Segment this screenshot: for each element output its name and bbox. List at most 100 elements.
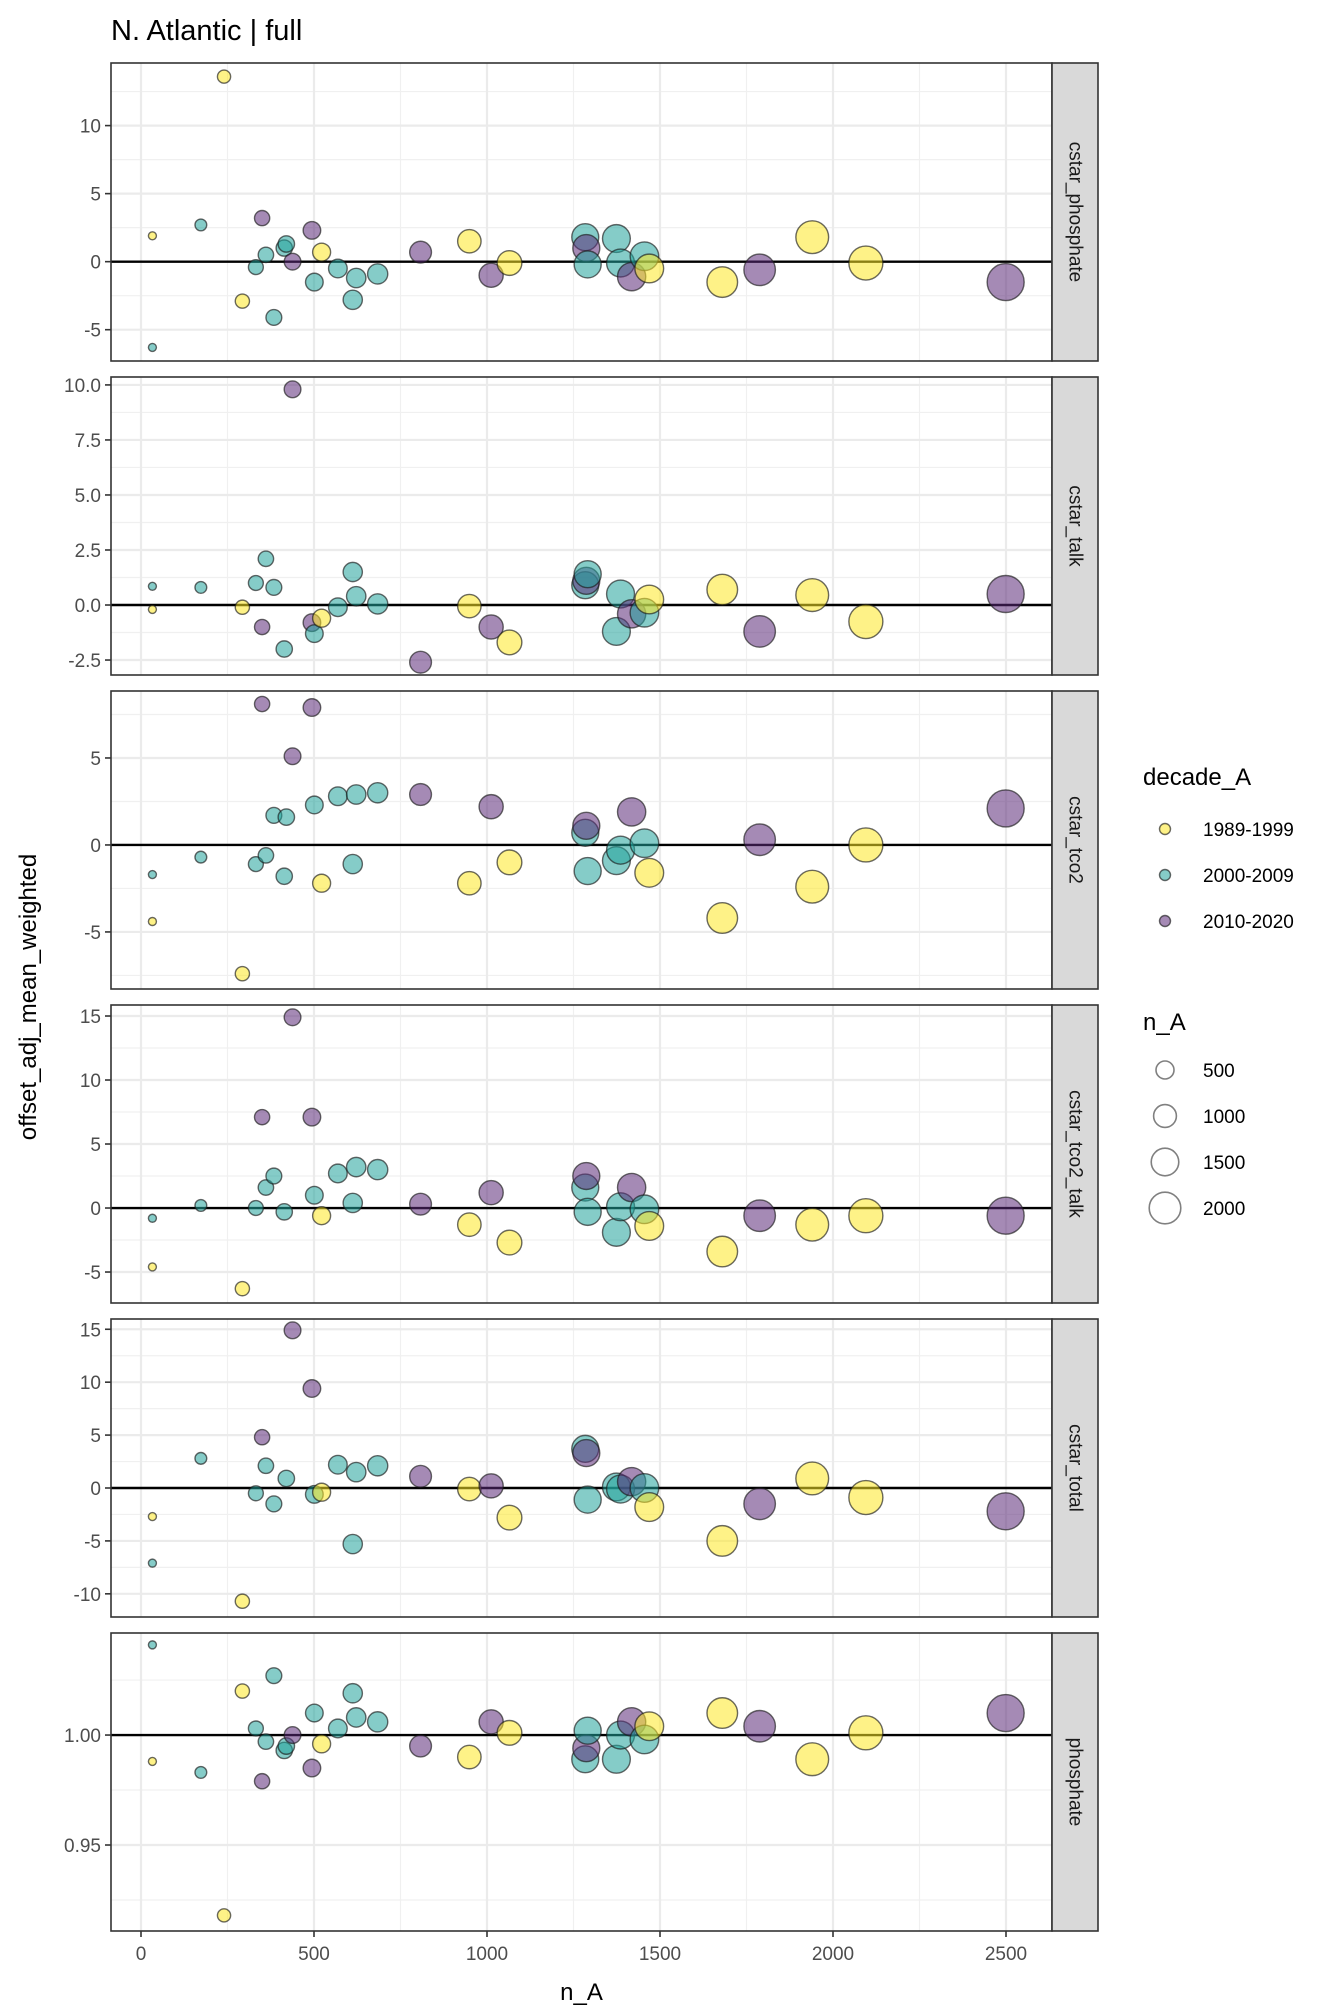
data-point	[257, 550, 275, 568]
data-point	[496, 629, 523, 656]
data-point	[706, 266, 739, 299]
color-legend-title: decade_A	[1143, 764, 1251, 791]
data-point	[147, 342, 158, 353]
legend-size-key	[1152, 1103, 1178, 1129]
data-point	[986, 574, 1025, 614]
data-point	[283, 1008, 302, 1027]
data-point	[304, 795, 324, 815]
data-point	[572, 1161, 601, 1191]
data-point	[634, 1491, 665, 1523]
data-point	[194, 1198, 208, 1213]
data-point	[257, 246, 275, 264]
facet-panel-cstar_phosphate: -5 0 5 10 cstar_phosphate	[80, 62, 1099, 362]
facet-strip-label: cstar_tco2_talk	[1065, 1090, 1086, 1218]
data-point	[848, 245, 884, 281]
data-point	[234, 965, 251, 982]
data-point	[304, 1703, 324, 1723]
legend-size-item: 1500	[1150, 1147, 1245, 1177]
data-point	[795, 578, 830, 613]
points	[147, 380, 1025, 674]
data-point	[194, 580, 208, 594]
data-point	[478, 793, 504, 820]
data-point	[795, 1207, 830, 1242]
data-point	[743, 614, 777, 648]
facet-strip	[1051, 1318, 1099, 1618]
data-point	[848, 1715, 884, 1751]
y-tick-label: 10.0	[64, 376, 101, 397]
y-axis-title: offset_adj_mean_weighted	[15, 854, 42, 1140]
data-point	[216, 1908, 232, 1923]
facet-strip-label: cstar_phosphate	[1065, 142, 1086, 283]
data-point	[311, 873, 332, 893]
x-tick-label: 2500	[985, 1944, 1027, 1965]
data-point	[265, 1667, 283, 1685]
data-point	[327, 258, 348, 279]
chart-title: N. Atlantic | full	[111, 15, 302, 47]
data-point	[234, 1593, 251, 1610]
data-point	[848, 827, 884, 863]
data-point	[634, 253, 665, 284]
data-point	[311, 1482, 332, 1502]
data-point	[345, 1461, 367, 1483]
legend: decade_A 1989-1999 2000-2009 2010-2020 n_A…	[1143, 764, 1294, 1225]
legend-label: 1000	[1203, 1107, 1245, 1128]
gridlines	[111, 1319, 1052, 1617]
data-point	[616, 797, 647, 827]
y-tick-label: 5	[90, 749, 101, 770]
data-point	[147, 1756, 158, 1767]
y-tick-label: 10	[80, 1071, 101, 1092]
data-point	[795, 220, 830, 255]
legend-size-item: 2000	[1148, 1191, 1245, 1225]
data-point	[345, 1707, 367, 1728]
data-point	[283, 1321, 302, 1340]
y-tick-label: 15	[80, 1007, 101, 1028]
data-point	[194, 1765, 208, 1780]
legend-size-key	[1148, 1191, 1182, 1225]
data-point	[573, 559, 602, 589]
legend-size-key	[1150, 1147, 1180, 1177]
color-legend-items: 1989-1999 2000-2009 2010-2020	[1158, 820, 1294, 933]
facet-strip-label: cstar_tco2	[1065, 796, 1086, 884]
data-point	[573, 1485, 602, 1514]
data-point	[573, 856, 602, 886]
data-point	[257, 1733, 275, 1751]
data-point	[366, 1711, 389, 1733]
data-point	[194, 850, 208, 864]
data-point	[629, 828, 660, 859]
data-point	[408, 1192, 433, 1216]
y-tick-label: -5	[84, 321, 101, 342]
data-point	[478, 262, 504, 289]
data-point	[304, 624, 324, 644]
facet-panel-cstar_talk: -2.5 0.0 2.5 5.0 7.5 10.0 cstar_talk	[64, 376, 1099, 676]
x-tick-label: 1500	[639, 1944, 681, 1965]
data-point	[216, 69, 232, 84]
data-point	[408, 782, 433, 807]
data-point	[345, 585, 367, 607]
y-tick-label: 1.00	[64, 1726, 101, 1747]
data-point	[456, 1744, 482, 1770]
data-point	[247, 1485, 265, 1502]
data-point	[743, 823, 777, 857]
facet-strip-label: cstar_talk	[1065, 485, 1086, 567]
data-point	[253, 618, 271, 636]
data-point	[147, 581, 158, 592]
data-point	[194, 218, 208, 232]
y-tick-label: -5	[84, 1263, 101, 1284]
data-point	[265, 1495, 283, 1513]
legend-label: 2000	[1203, 1199, 1245, 1220]
y-tick-label: 5	[90, 1426, 101, 1447]
x-axis-title: n_A	[560, 1979, 603, 2006]
data-point	[456, 593, 482, 619]
panel-background	[111, 63, 1052, 361]
data-point	[795, 1742, 830, 1777]
data-point	[366, 593, 389, 615]
data-point	[634, 1210, 665, 1241]
y-tick-label: -2.5	[68, 651, 101, 672]
facet-panel-phosphate: 0.95 1.00 phosphate	[64, 1632, 1099, 1932]
data-point	[253, 695, 271, 713]
data-point	[634, 857, 665, 888]
data-point	[986, 262, 1025, 302]
y-tick-label: 0.0	[75, 596, 101, 617]
y-tick-label: 10	[80, 117, 101, 138]
data-point	[234, 1683, 251, 1699]
